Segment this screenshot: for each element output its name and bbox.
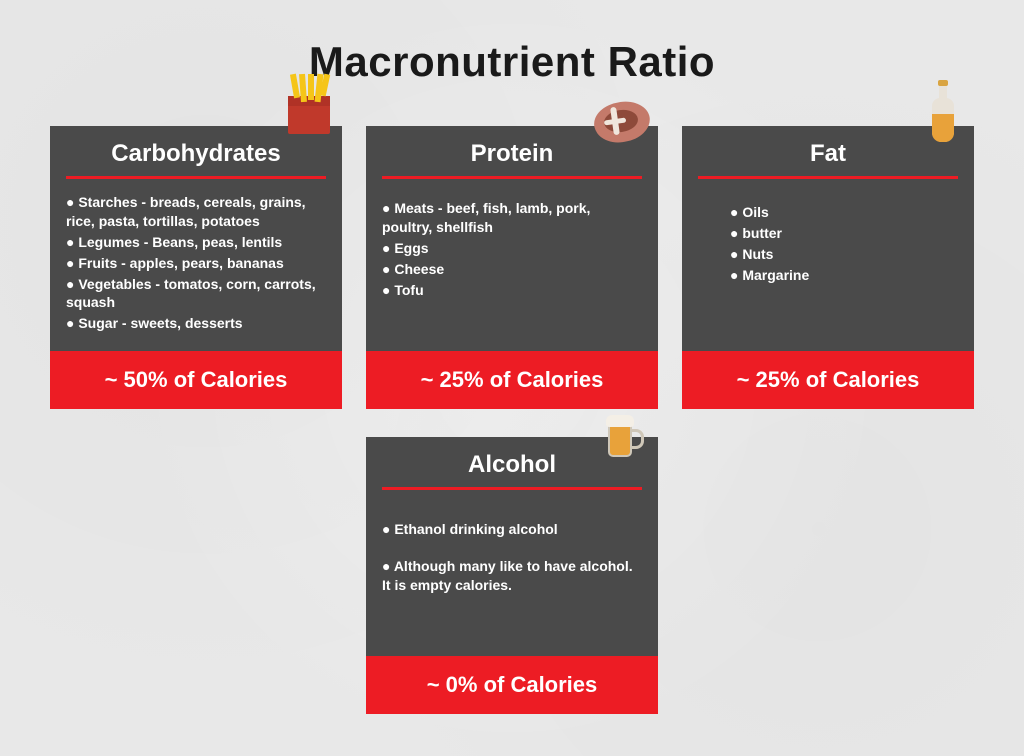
card-footer: ~ 25% of Calories [366,351,658,409]
list-item: ● Legumes - Beans, peas, lentils [66,233,326,252]
list-item: ● Eggs [382,239,642,258]
card-footer: ~ 25% of Calories [682,351,974,409]
oil-bottle-icon [932,84,954,142]
list-item: ● Sugar - sweets, desserts [66,314,326,333]
page-title: Macronutrient Ratio [0,0,1024,86]
list-item: ● Tofu [382,281,642,300]
beer-icon [604,415,644,459]
steak-icon [594,102,650,142]
card-title: Fat [682,126,974,176]
card-body: ● Ethanol drinking alcohol ● Although ma… [366,500,658,656]
list-item [382,541,642,555]
card-footer: ~ 0% of Calories [366,656,658,714]
card-alcohol: Alcohol ● Ethanol drinking alcohol ● Alt… [366,437,658,714]
card-fat: Fat ● Oils ● butter ● Nuts ● Margarine ~… [682,126,974,409]
list-item: ● Ethanol drinking alcohol [382,520,642,539]
list-item: ● Margarine [730,266,958,285]
card-body: ● Meats - beef, fish, lamb, pork, poultr… [366,189,658,351]
card-body: ● Starches - breads, cereals, grains, ri… [50,189,342,351]
card-carbohydrates: Carbohydrates ● Starches - breads, cerea… [50,126,342,409]
list-item: ● Although many like to have alcohol. It… [382,557,642,595]
card-footer: ~ 50% of Calories [50,351,342,409]
list-item: ● Nuts [730,245,958,264]
card-body: ● Oils ● butter ● Nuts ● Margarine [682,189,974,351]
list-item: ● Starches - breads, cereals, grains, ri… [66,193,326,231]
card-protein: Protein ● Meats - beef, fish, lamb, pork… [366,126,658,409]
card-underline [382,487,642,490]
list-item: ● Cheese [382,260,642,279]
cards-row-2: Alcohol ● Ethanol drinking alcohol ● Alt… [0,437,1024,714]
cards-row-1: Carbohydrates ● Starches - breads, cerea… [0,126,1024,409]
fries-icon [288,96,330,134]
card-underline [382,176,642,179]
card-underline [66,176,326,179]
list-item: ● Oils [730,203,958,222]
list-item: ● Fruits - apples, pears, bananas [66,254,326,273]
card-underline [698,176,958,179]
list-item: ● Vegetables - tomatos, corn, carrots, s… [66,275,326,313]
list-item: ● Meats - beef, fish, lamb, pork, poultr… [382,199,642,237]
list-item: ● butter [730,224,958,243]
